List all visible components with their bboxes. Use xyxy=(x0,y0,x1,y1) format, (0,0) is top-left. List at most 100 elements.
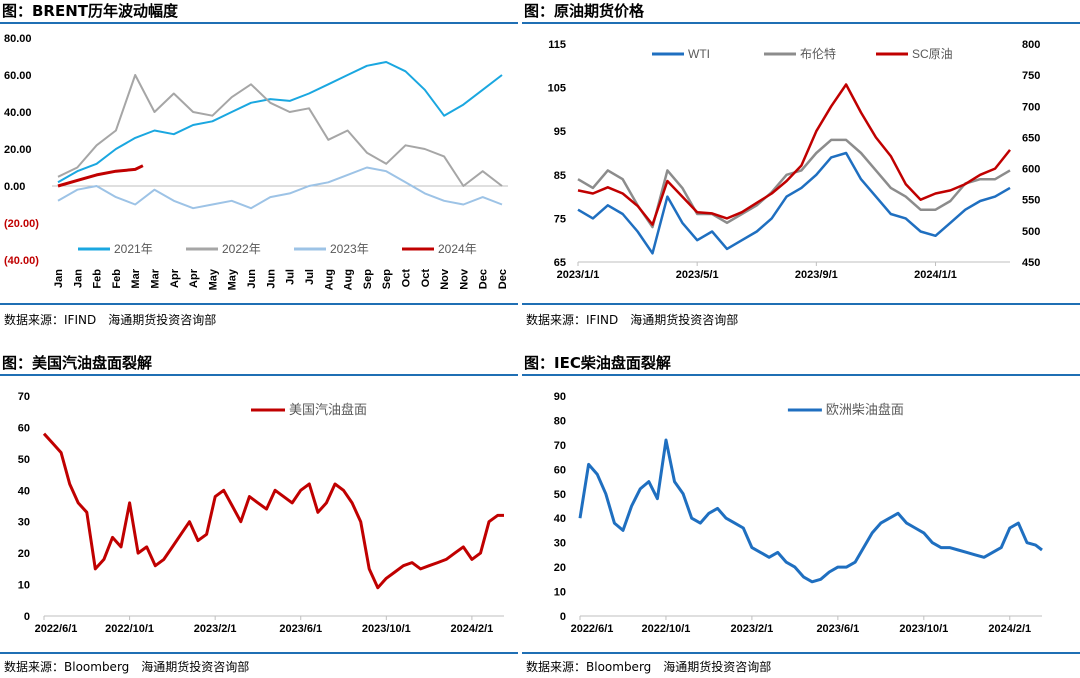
x-tick-label: Jul xyxy=(285,269,297,285)
chart-us-gasoline-crack: 70 60 50 40 30 20 10 0 2022/6/1 2022/10/1 2023/2/1… xyxy=(18,391,504,635)
y-tick-label: (40.00) xyxy=(4,255,39,267)
x-tick-label: 2024/2/1 xyxy=(450,623,493,635)
y-right-tick-label: 450 xyxy=(1022,257,1040,269)
x-tick-label: 2023/2/1 xyxy=(194,623,237,635)
series-line xyxy=(578,438,1043,584)
y-tick-label: 60.00 xyxy=(4,70,32,82)
divider xyxy=(522,374,1080,376)
divider xyxy=(0,303,518,305)
panel-brent: 图：BRENT历年波动幅度 80.00 60.00 40.00 20.00 0.00 (2… xyxy=(0,0,520,335)
x-tick-label: Jun xyxy=(246,269,258,289)
x-tick-label: Jan xyxy=(53,269,65,288)
y-tick-label: 40 xyxy=(554,513,566,525)
y-tick-label: 90 xyxy=(554,391,566,403)
y-right-tick-label: 800 xyxy=(1022,39,1040,51)
y-tick-label: 80.00 xyxy=(4,33,32,45)
series-line xyxy=(57,74,503,187)
y-left-tick-label: 115 xyxy=(548,39,566,51)
chart-title: 图：IEC柴油盘面裂解 xyxy=(524,354,671,372)
y-tick-label: 0.00 xyxy=(4,181,25,193)
y-tick-label: 40.00 xyxy=(4,107,32,119)
source-note: 数据来源：IFIND 海通期货投资咨询部 xyxy=(4,313,217,327)
legend-label: 布伦特 xyxy=(800,46,836,61)
divider xyxy=(522,303,1080,305)
x-tick-label: 2022/6/1 xyxy=(571,623,614,635)
y-tick-label: 50 xyxy=(554,489,566,501)
y-right-tick-label: 750 xyxy=(1022,70,1040,82)
y-left-tick-label: 95 xyxy=(554,126,566,138)
x-tick-label: 2023/5/1 xyxy=(676,269,719,281)
x-tick-label: Apr xyxy=(169,268,181,288)
y-tick-label: 10 xyxy=(18,580,30,592)
x-tick-label: Dec xyxy=(497,269,509,289)
divider xyxy=(522,22,1080,24)
y-tick-label: 70 xyxy=(554,440,566,452)
chart-brent: 80.00 60.00 40.00 20.00 0.00 (20.00) (40.00) Ja… xyxy=(4,33,509,290)
x-tick-label: Mar xyxy=(130,268,142,288)
y-right-tick-label: 600 xyxy=(1022,164,1040,176)
x-tick-label: 2024/1/1 xyxy=(914,269,957,281)
y-tick-label: 0 xyxy=(560,611,566,623)
x-tick-label: Aug xyxy=(323,269,335,290)
y-left-tick-label: 75 xyxy=(554,213,566,225)
y-right-tick-label: 550 xyxy=(1022,195,1040,207)
y-tick-label: 50 xyxy=(18,454,30,466)
legend-label: 欧洲柴油盘面 xyxy=(826,402,904,417)
x-tick-label: May xyxy=(207,268,219,290)
x-tick-label: 2022/6/1 xyxy=(35,623,78,635)
y-tick-label: 20 xyxy=(18,548,30,560)
y-tick-label: 60 xyxy=(18,422,30,434)
x-tick-label: May xyxy=(227,268,239,290)
source-note: 数据来源：IFIND 海通期货投资咨询部 xyxy=(526,313,739,327)
divider xyxy=(0,652,518,654)
series-line xyxy=(57,164,144,188)
divider xyxy=(522,652,1080,654)
x-tick-label: 2022/10/1 xyxy=(641,623,690,635)
y-tick-label: 20.00 xyxy=(4,144,32,156)
x-tick-label: Feb xyxy=(92,269,104,289)
x-tick-label: 2023/6/1 xyxy=(279,623,322,635)
chart-iec-diesel-crack: 90 80 70 60 50 40 30 20 10 0 2022/6/1 2022/10/1 2023… xyxy=(554,391,1043,635)
y-left-tick-label: 85 xyxy=(554,170,566,182)
legend-label: 2023年 xyxy=(330,242,369,256)
legend-label: WTI xyxy=(688,47,710,61)
y-tick-label: 80 xyxy=(554,415,566,427)
series-line xyxy=(57,166,503,210)
x-tick-label: Jan xyxy=(72,269,84,288)
chart-crude-futures: 115 105 95 85 75 65 800 750 700 650 600 550 500 450 20… xyxy=(548,39,1041,281)
legend-label: 2024年 xyxy=(438,242,477,256)
x-tick-label: 2023/1/1 xyxy=(557,269,600,281)
legend-label: SC原油 xyxy=(912,47,953,61)
divider xyxy=(0,22,518,24)
x-tick-label: Jun xyxy=(265,269,277,289)
series-line xyxy=(577,83,1011,226)
x-tick-label: Jul xyxy=(304,269,316,285)
source-note: 数据来源：Bloomberg 海通期货投资咨询部 xyxy=(526,660,772,674)
y-tick-label: 30 xyxy=(554,538,566,550)
legend-label: 美国汽油盘面 xyxy=(289,402,367,417)
x-tick-label: 2023/10/1 xyxy=(899,623,948,635)
x-tick-label: Feb xyxy=(111,269,123,289)
x-tick-label: Sep xyxy=(362,269,374,289)
y-tick-label: (20.00) xyxy=(4,218,39,230)
x-tick-label: 2023/10/1 xyxy=(362,623,411,635)
x-tick-label: Oct xyxy=(420,269,432,288)
legend-label: 2022年 xyxy=(222,242,261,256)
series-line xyxy=(57,61,503,184)
y-left-tick-label: 65 xyxy=(554,257,566,269)
y-right-tick-label: 500 xyxy=(1022,226,1040,238)
y-tick-label: 40 xyxy=(18,485,30,497)
y-left-tick-label: 105 xyxy=(548,83,566,95)
chart-title: 图：美国汽油盘面裂解 xyxy=(2,354,153,372)
chart-title: 图：原油期货价格 xyxy=(524,2,645,20)
x-tick-label: Mar xyxy=(150,268,162,288)
y-tick-label: 30 xyxy=(18,517,30,529)
panel-crude-futures: 图：原油期货价格 115 105 95 85 75 65 800 750 700 650 600 55… xyxy=(522,0,1080,335)
divider xyxy=(0,374,518,376)
x-tick-label: Nov xyxy=(439,268,451,290)
x-tick-label: 2022/10/1 xyxy=(105,623,154,635)
source-note: 数据来源：Bloomberg 海通期货投资咨询部 xyxy=(4,660,250,674)
legend-label: 2021年 xyxy=(114,242,153,256)
x-tick-label: 2024/2/1 xyxy=(988,623,1031,635)
x-tick-label: Oct xyxy=(400,269,412,288)
